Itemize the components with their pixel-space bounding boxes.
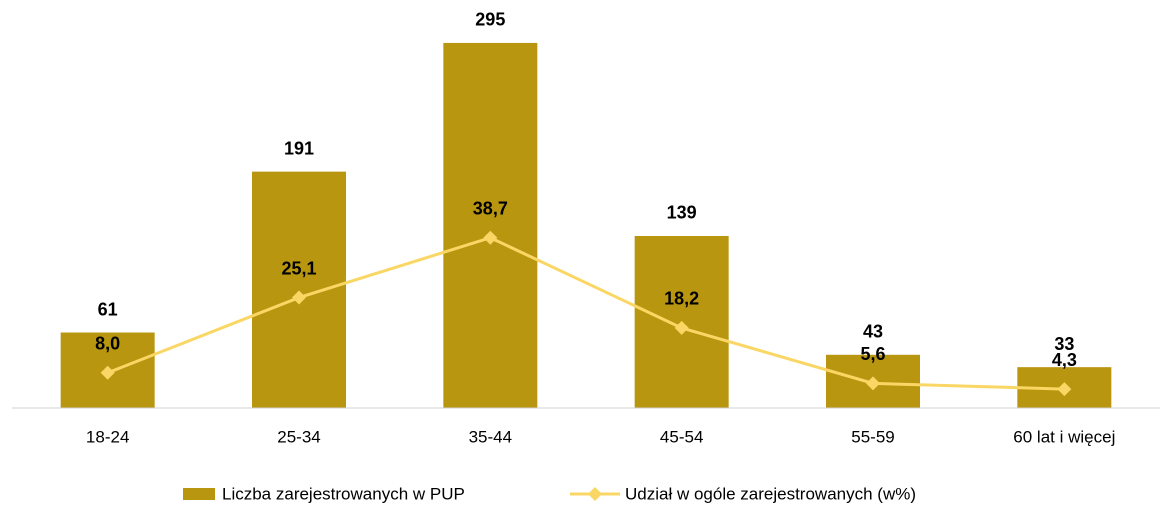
x-tick-label: 18-24 — [86, 427, 129, 446]
x-tick-label: 45-54 — [660, 427, 703, 446]
bar-value-label: 43 — [863, 322, 883, 342]
x-tick-label: 25-34 — [277, 427, 320, 446]
line-marker — [100, 365, 115, 380]
bar-value-label: 33 — [1054, 334, 1074, 354]
line-value-label: 18,2 — [664, 289, 699, 309]
line-value-label: 38,7 — [473, 198, 508, 218]
line-value-label: 4,3 — [1052, 350, 1077, 370]
line-marker — [483, 230, 498, 245]
legend-label: Liczba zarejestrowanych w PUP — [222, 484, 465, 503]
legend-label: Udział w ogóle zarejestrowanych (w%) — [625, 484, 916, 503]
bar — [443, 42, 538, 408]
x-tick-label: 60 lat i więcej — [1013, 427, 1115, 446]
line-marker — [674, 320, 689, 335]
line-marker — [1057, 382, 1072, 397]
bar-value-label: 191 — [284, 138, 314, 158]
x-tick-label: 55-59 — [851, 427, 894, 446]
legend-swatch — [183, 488, 215, 500]
line-marker — [292, 290, 306, 305]
line-value-label: 25,1 — [281, 258, 316, 278]
bar-value-label: 61 — [98, 299, 118, 319]
legend-marker — [588, 487, 602, 501]
bar-value-label: 139 — [667, 203, 697, 223]
bar-value-label: 295 — [475, 10, 505, 30]
bar — [252, 171, 346, 408]
line-value-label: 8,0 — [95, 334, 120, 354]
line-marker — [866, 376, 880, 391]
x-tick-label: 35-44 — [469, 427, 512, 446]
line-value-label: 5,6 — [860, 344, 885, 364]
line — [107, 236, 1065, 391]
